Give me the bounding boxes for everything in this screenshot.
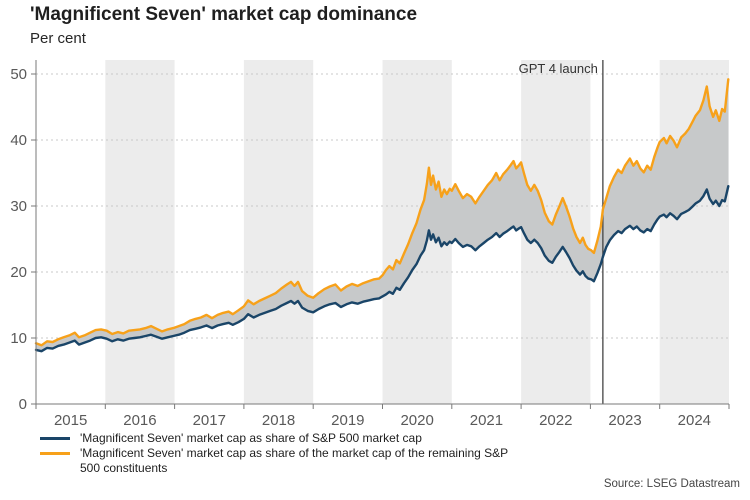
source-attribution: Source: LSEG Datastream (603, 478, 740, 490)
mag7-sp500-share-line (34, 185, 730, 353)
y-tick-label: 40 (10, 132, 27, 149)
y-tick-label: 0 (19, 396, 27, 413)
x-tick-label: 2019 (331, 412, 364, 429)
year-band-2016 (105, 60, 175, 404)
x-tick-label: 2017 (193, 412, 226, 429)
orange-line-swatch-icon (40, 452, 70, 456)
x-tick-label: 2018 (262, 412, 295, 429)
y-tick-label: 10 (10, 330, 27, 347)
y-tick-label: 30 (10, 198, 27, 215)
gpt4-launch-label: GPT 4 launch (519, 61, 598, 76)
x-tick-label: 2024 (678, 412, 711, 429)
y-tick-label: 50 (10, 66, 27, 83)
year-band-2024 (659, 60, 729, 404)
navy-line-swatch-icon (40, 437, 70, 440)
legend-label: 'Magnificent Seven' market cap as share … (80, 446, 508, 475)
legend-item-remaining-share: 'Magnificent Seven' market cap as share … (40, 446, 600, 475)
x-tick-label: 2016 (123, 412, 156, 429)
year-band-2018 (243, 60, 314, 404)
legend-label: 'Magnificent Seven' market cap as share … (80, 431, 422, 445)
chart-legend: 'Magnificent Seven' market cap as share … (40, 431, 600, 476)
x-tick-label: 2021 (470, 412, 503, 429)
mag7-remaining-share-line (34, 78, 730, 347)
chart-plot-area: 0 10 20 30 40 50 2015 2016 2017 2018 2019 2020 2021 2… (10, 60, 730, 429)
chart-subtitle: Per cent (30, 30, 86, 47)
x-tick-label: 2020 (400, 412, 433, 429)
x-tick-label: 2023 (608, 412, 641, 429)
y-tick-label: 20 (10, 264, 27, 281)
legend-item-sp500-share: 'Magnificent Seven' market cap as share … (40, 431, 600, 445)
x-tick-label: 2015 (54, 412, 87, 429)
x-tick-label: 2022 (539, 412, 572, 429)
chart-title: 'Magnificent Seven' market cap dominance (30, 4, 418, 25)
